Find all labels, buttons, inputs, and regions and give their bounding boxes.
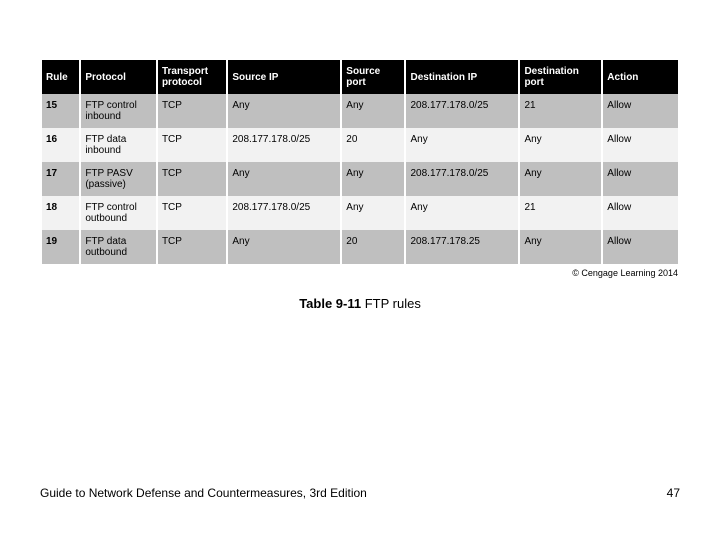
table-row: 19 FTP data outbound TCP Any 20 208.177.… bbox=[42, 230, 678, 264]
cell: TCP bbox=[158, 230, 226, 264]
cell: FTP data outbound bbox=[81, 230, 156, 264]
cell: Any bbox=[342, 162, 404, 196]
th-dest-ip: Destination IP bbox=[406, 60, 518, 94]
cell: TCP bbox=[158, 196, 226, 230]
cell: 208.177.178.0/25 bbox=[228, 128, 340, 162]
cell: 208.177.178.0/25 bbox=[406, 94, 518, 128]
page-number: 47 bbox=[667, 486, 680, 500]
cell: 208.177.178.0/25 bbox=[228, 196, 340, 230]
cell: 208.177.178.25 bbox=[406, 230, 518, 264]
cell: 17 bbox=[42, 162, 79, 196]
cell: Any bbox=[520, 128, 601, 162]
cell: TCP bbox=[158, 128, 226, 162]
cell: FTP control outbound bbox=[81, 196, 156, 230]
cell: 18 bbox=[42, 196, 79, 230]
th-source-port: Source port bbox=[342, 60, 404, 94]
th-protocol: Protocol bbox=[81, 60, 156, 94]
cell: TCP bbox=[158, 94, 226, 128]
cell: FTP PASV (passive) bbox=[81, 162, 156, 196]
table-row: 16 FTP data inbound TCP 208.177.178.0/25… bbox=[42, 128, 678, 162]
cell: Any bbox=[406, 196, 518, 230]
cell: 208.177.178.0/25 bbox=[406, 162, 518, 196]
cell: Any bbox=[520, 162, 601, 196]
cell: Allow bbox=[603, 94, 678, 128]
table-row: 18 FTP control outbound TCP 208.177.178.… bbox=[42, 196, 678, 230]
cell: FTP data inbound bbox=[81, 128, 156, 162]
th-rule: Rule bbox=[42, 60, 79, 94]
th-dest-port: Destination port bbox=[520, 60, 601, 94]
cell: Any bbox=[406, 128, 518, 162]
th-action: Action bbox=[603, 60, 678, 94]
cell: FTP control inbound bbox=[81, 94, 156, 128]
cell: 19 bbox=[42, 230, 79, 264]
cell: Allow bbox=[603, 128, 678, 162]
cell: Allow bbox=[603, 196, 678, 230]
cell: 20 bbox=[342, 128, 404, 162]
cell: 21 bbox=[520, 196, 601, 230]
table-body: 15 FTP control inbound TCP Any Any 208.1… bbox=[42, 94, 678, 264]
footer-text: Guide to Network Defense and Countermeas… bbox=[40, 486, 367, 500]
th-transport: Transport protocol bbox=[158, 60, 226, 94]
cell: Any bbox=[228, 162, 340, 196]
caption-title: FTP rules bbox=[361, 296, 421, 311]
cell: Any bbox=[342, 196, 404, 230]
cell: 20 bbox=[342, 230, 404, 264]
slide: Rule Protocol Transport protocol Source … bbox=[0, 0, 720, 540]
th-source-ip: Source IP bbox=[228, 60, 340, 94]
table-head: Rule Protocol Transport protocol Source … bbox=[42, 60, 678, 94]
cell: 21 bbox=[520, 94, 601, 128]
cell: TCP bbox=[158, 162, 226, 196]
table-row: 15 FTP control inbound TCP Any Any 208.1… bbox=[42, 94, 678, 128]
cell: Any bbox=[228, 230, 340, 264]
ftp-rules-table: Rule Protocol Transport protocol Source … bbox=[40, 60, 680, 264]
cell: Allow bbox=[603, 162, 678, 196]
cell: Any bbox=[228, 94, 340, 128]
cell: Allow bbox=[603, 230, 678, 264]
table-caption: Table 9-11 FTP rules bbox=[40, 296, 680, 311]
copyright-text: © Cengage Learning 2014 bbox=[40, 268, 680, 278]
cell: 15 bbox=[42, 94, 79, 128]
caption-label: Table 9-11 bbox=[299, 296, 361, 311]
table-header-row: Rule Protocol Transport protocol Source … bbox=[42, 60, 678, 94]
table-row: 17 FTP PASV (passive) TCP Any Any 208.17… bbox=[42, 162, 678, 196]
cell: 16 bbox=[42, 128, 79, 162]
cell: Any bbox=[520, 230, 601, 264]
cell: Any bbox=[342, 94, 404, 128]
